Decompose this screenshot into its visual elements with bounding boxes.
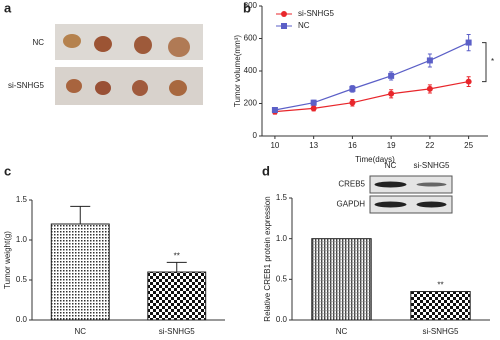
blot-column-label: NC bbox=[385, 161, 397, 170]
x-tick-label: NC bbox=[336, 327, 348, 336]
error-bar bbox=[70, 205, 91, 224]
marker bbox=[426, 57, 433, 64]
y-axis-label: Relative CREB1 protein expression bbox=[263, 196, 272, 321]
marker bbox=[465, 78, 472, 85]
x-tick-label: 25 bbox=[464, 141, 473, 150]
y-tick-label: 0.5 bbox=[276, 274, 288, 283]
legend-label: si-SNHG5 bbox=[298, 9, 335, 18]
bar bbox=[147, 271, 207, 321]
marker bbox=[388, 90, 395, 97]
blot-row-label: CREB5 bbox=[338, 180, 365, 189]
blot-row-label: GAPDH bbox=[337, 200, 366, 209]
blot-membrane bbox=[369, 195, 453, 214]
y-tick-label: 0 bbox=[253, 131, 258, 140]
bar bbox=[50, 223, 110, 321]
error-bar bbox=[166, 261, 187, 272]
annotation: * bbox=[491, 57, 494, 66]
x-tick-label: 10 bbox=[270, 141, 279, 150]
x-tick-label: NC bbox=[74, 327, 86, 336]
row-label: si-SNHG5 bbox=[8, 81, 45, 90]
blot-band bbox=[374, 201, 407, 208]
x-tick-label: 19 bbox=[387, 141, 396, 150]
x-tick-label: 22 bbox=[425, 141, 434, 150]
significance-bracket bbox=[482, 42, 487, 83]
panel-letter: a bbox=[4, 0, 12, 15]
panel-letter: b bbox=[243, 0, 251, 15]
blot-membrane bbox=[369, 175, 453, 194]
panel-letter: d bbox=[262, 163, 270, 178]
y-tick-label: 1.0 bbox=[16, 235, 28, 244]
y-axis-label: Tumor weight(g) bbox=[3, 231, 12, 289]
blot-band bbox=[374, 181, 407, 188]
y-tick-label: 600 bbox=[244, 34, 258, 43]
x-tick-label: 16 bbox=[348, 141, 357, 150]
bar bbox=[410, 291, 471, 321]
legend-label: NC bbox=[298, 21, 310, 30]
x-axis-label: Time(days) bbox=[355, 155, 395, 164]
marker bbox=[349, 85, 356, 92]
y-tick-label: 1.5 bbox=[16, 195, 28, 204]
marker bbox=[388, 72, 395, 79]
line bbox=[274, 42, 469, 111]
annotation: ** bbox=[174, 252, 180, 261]
bar bbox=[311, 238, 372, 321]
y-tick-label: 0.0 bbox=[16, 315, 28, 324]
blot-band bbox=[416, 182, 447, 187]
y-tick-label: 0.0 bbox=[276, 315, 288, 324]
marker bbox=[349, 99, 356, 106]
row-label: NC bbox=[32, 38, 44, 47]
legend-marker bbox=[281, 11, 287, 17]
x-tick-label: 13 bbox=[309, 141, 318, 150]
line bbox=[274, 80, 469, 113]
marker bbox=[426, 85, 433, 92]
y-axis-label: Tumor volume(mm³) bbox=[233, 35, 242, 107]
panel-letter: c bbox=[4, 163, 11, 178]
y-tick-label: 200 bbox=[244, 99, 258, 108]
blot-band bbox=[416, 201, 447, 208]
y-tick-label: 400 bbox=[244, 66, 258, 75]
blot-column-label: si-SNHG5 bbox=[413, 161, 450, 170]
y-tick-label: 1.5 bbox=[276, 193, 288, 202]
y-tick-label: 800 bbox=[244, 1, 258, 10]
marker bbox=[310, 105, 317, 112]
y-tick-label: 1.0 bbox=[276, 234, 288, 243]
x-tick-label: si-SNHG5 bbox=[422, 327, 459, 336]
marker bbox=[271, 107, 278, 113]
marker bbox=[465, 39, 472, 46]
x-tick-label: si-SNHG5 bbox=[159, 327, 196, 336]
annotation: ** bbox=[437, 281, 443, 290]
y-tick-label: 0.5 bbox=[16, 275, 28, 284]
legend-marker bbox=[281, 23, 287, 29]
marker bbox=[310, 99, 317, 106]
tumor-photo bbox=[55, 24, 203, 105]
